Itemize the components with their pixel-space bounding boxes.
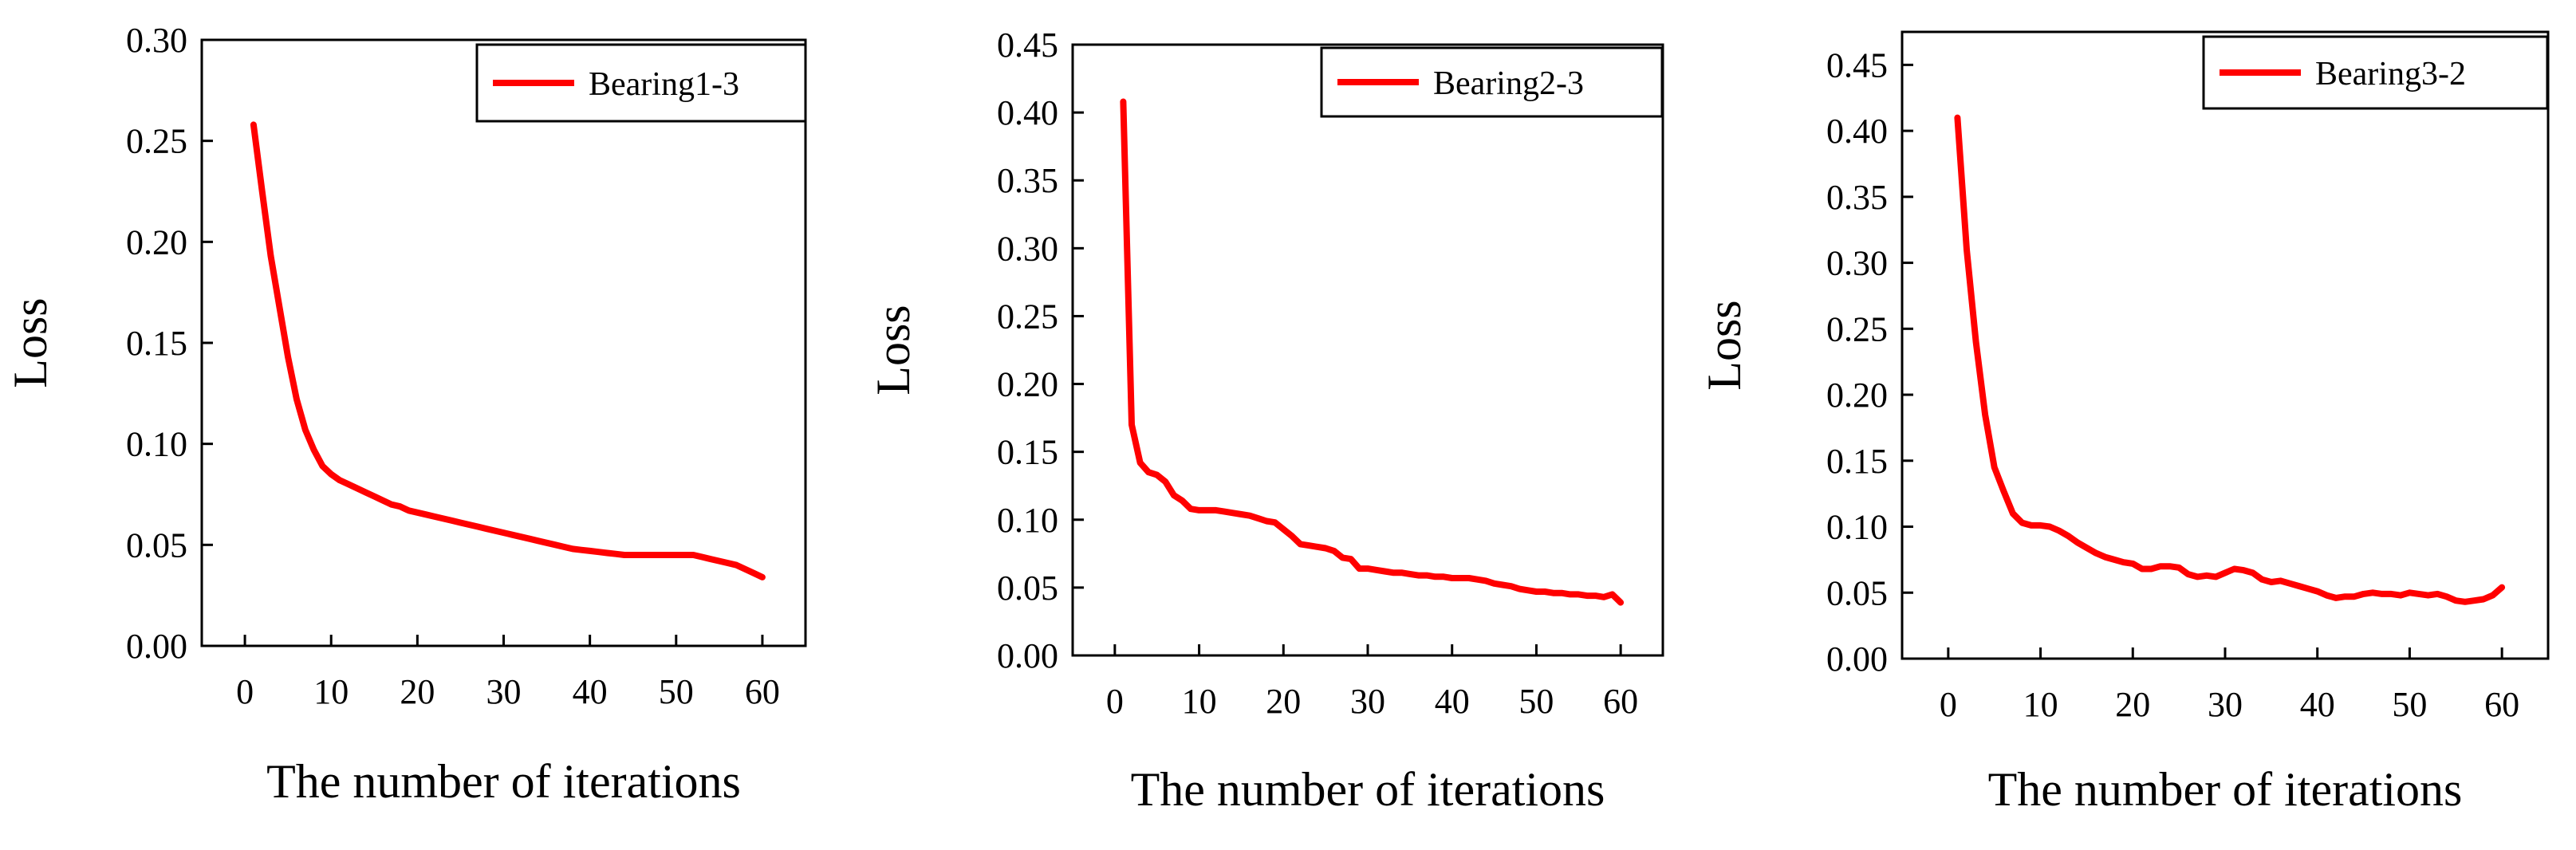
legend-label: Bearing2-3: [1433, 65, 1584, 102]
x-tick-label: 50: [1518, 682, 1554, 721]
x-tick-label: 60: [1603, 682, 1638, 721]
x-tick-label: 30: [2208, 685, 2243, 724]
y-tick-label: 0.00: [126, 627, 187, 666]
x-tick-label: 40: [1435, 682, 1470, 721]
y-tick-label: 0.45: [1826, 45, 1888, 85]
y-tick-label: 0.30: [1826, 244, 1888, 283]
x-axis-title: The number of iterations: [1131, 763, 1605, 816]
x-tick-label: 60: [2484, 685, 2519, 724]
y-tick-label: 0.15: [1826, 442, 1888, 481]
y-tick-label: 0.20: [1826, 376, 1888, 415]
y-tick-label: 0.35: [997, 161, 1058, 200]
legend-label: Bearing3-2: [2315, 56, 2466, 92]
y-tick-label: 0.00: [1826, 639, 1888, 679]
y-tick-label: 0.30: [997, 229, 1058, 268]
series-line: [250, 121, 766, 580]
y-tick-label: 0.00: [997, 636, 1058, 675]
chart-panel-1: 0.00 0.05 0.10 0.15 0.20 0.25 0.30 0 10 20 30 40 50 6…: [4, 21, 807, 808]
x-tick-label: 20: [1266, 682, 1301, 721]
x-tick-label: 40: [2300, 685, 2335, 724]
plot-frame: [200, 38, 807, 647]
y-axis-title: Loss: [4, 297, 57, 388]
y-axis-title: Loss: [1698, 300, 1751, 390]
y-tick-label: 0.20: [126, 222, 187, 262]
x-tick-label: 0: [236, 672, 254, 711]
plot-frame: [1071, 43, 1664, 657]
x-tick-label: 60: [745, 672, 780, 711]
y-tick-label: 0.05: [997, 569, 1058, 608]
x-tick-label: 20: [400, 672, 435, 711]
x-axis-title: The number of iterations: [266, 755, 741, 808]
y-tick-label: 0.10: [126, 425, 187, 464]
x-axis-title: The number of iterations: [1988, 763, 2463, 816]
x-tick-label: 10: [1182, 682, 1217, 721]
x-tick-label: 10: [313, 672, 349, 711]
x-tick-label: 0: [1106, 682, 1124, 721]
y-tick-label: 0.25: [1826, 309, 1888, 348]
y-tick-label: 0.10: [997, 501, 1058, 540]
y-tick-label: 0.40: [1826, 112, 1888, 151]
y-tick-label: 0.40: [997, 93, 1058, 132]
x-tick-label: 0: [1940, 685, 1957, 724]
y-tick-label: 0.25: [126, 122, 187, 161]
chart-panel-2: 0.00 0.05 0.10 0.15 0.20 0.25 0.30 0.35 0.40 0.45…: [867, 26, 1664, 816]
y-tick-label: 0.15: [126, 324, 187, 363]
y-axis-title: Loss: [867, 305, 920, 395]
legend: Bearing3-2: [2202, 35, 2549, 110]
chart-panel-3: 0.00 0.05 0.10 0.15 0.20 0.25 0.30 0.35 0.40 0.45…: [1698, 30, 2550, 816]
x-tick-label: 40: [573, 672, 608, 711]
y-tick-label: 0.30: [126, 21, 187, 60]
x-tick-label: 30: [1350, 682, 1385, 721]
y-tick-label: 0.20: [997, 365, 1058, 404]
y-tick-label: 0.05: [1826, 573, 1888, 612]
y-tick-label: 0.15: [997, 433, 1058, 472]
series-line: [1954, 114, 2506, 605]
x-tick-label: 50: [659, 672, 694, 711]
y-tick-label: 0.10: [1826, 508, 1888, 547]
x-tick-label: 20: [2115, 685, 2150, 724]
series-line: [1120, 98, 1625, 606]
legend-label: Bearing1-3: [589, 66, 739, 103]
plot-frame: [1900, 30, 2550, 660]
legend: Bearing2-3: [1320, 46, 1664, 118]
legend: Bearing1-3: [475, 43, 807, 123]
y-tick-label: 0.35: [1826, 178, 1888, 217]
x-tick-label: 30: [486, 672, 522, 711]
x-tick-label: 50: [2392, 685, 2427, 724]
y-tick-label: 0.05: [126, 525, 187, 565]
y-tick-label: 0.45: [997, 26, 1058, 65]
y-tick-label: 0.25: [997, 297, 1058, 336]
x-tick-label: 10: [2023, 685, 2058, 724]
